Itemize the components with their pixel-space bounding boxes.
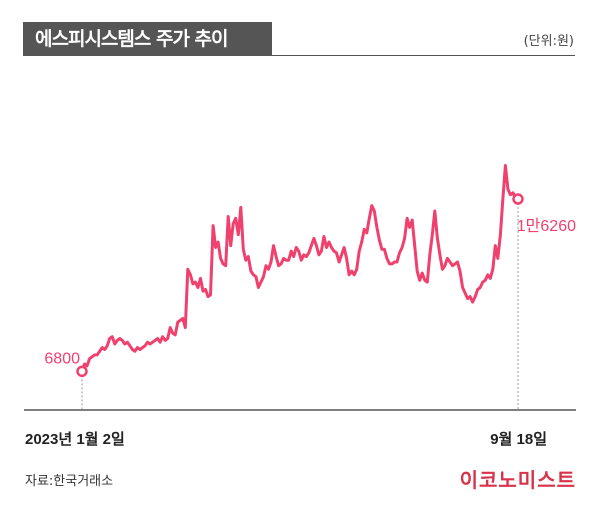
x-tick-label-end: 9월 18일 [490, 431, 547, 448]
chart-title: 에스피시스템스 주가 추이 [23, 22, 272, 56]
start-point-marker [76, 365, 88, 378]
unit-label: (단위:원) [523, 34, 574, 49]
start-value-label: 6800 [44, 350, 80, 367]
publisher-logo: 이코노미스트 [459, 468, 576, 492]
end-value-label: 1만6260 [517, 217, 576, 235]
end-point-marker [512, 193, 524, 205]
source-note: 자료:한국거래소 [25, 474, 114, 489]
price-series-line [80, 164, 520, 373]
x-tick-label-start: 2023년 1월 2일 [25, 431, 125, 448]
title-rule [272, 55, 575, 56]
